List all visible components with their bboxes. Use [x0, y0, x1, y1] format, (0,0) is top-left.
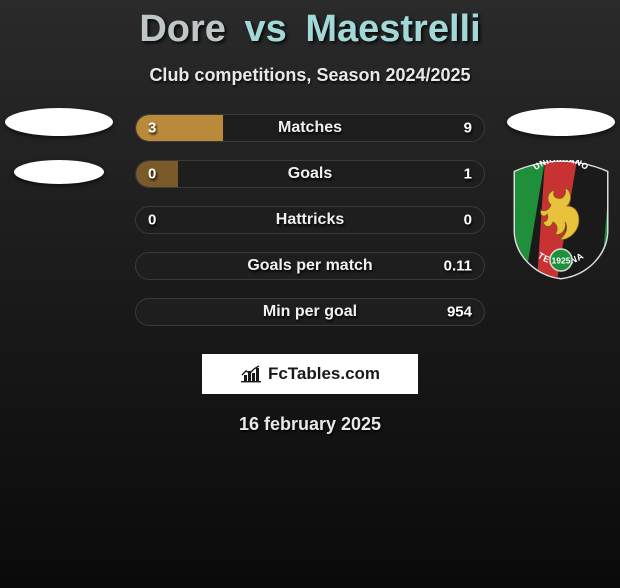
right-badges: UNICUSANO UNICUSANO TERNANA 1925 [506, 108, 616, 280]
stat-row: 0 Hattricks 0 [135, 206, 485, 234]
stat-rows: 3 Matches 9 0 Goals 1 0 Hattricks 0 Goal… [135, 114, 485, 326]
player2-name: Maestrelli [305, 8, 480, 50]
stat-label: Hattricks [276, 211, 344, 229]
date-text: 16 february 2025 [0, 414, 620, 435]
stat-right-value: 954 [447, 304, 472, 321]
stat-label: Matches [278, 119, 342, 137]
stat-left-value: 0 [148, 212, 156, 229]
stat-row: 3 Matches 9 [135, 114, 485, 142]
player1-name: Dore [139, 8, 226, 50]
vs-label: vs [244, 8, 286, 50]
stat-row: Min per goal 954 [135, 298, 485, 326]
stat-right-value: 0 [464, 212, 472, 229]
left-badges [4, 108, 114, 184]
stat-right-value: 0.11 [444, 258, 472, 275]
comparison-content: UNICUSANO UNICUSANO TERNANA 1925 3 Match… [0, 114, 620, 435]
stat-right-value: 9 [464, 120, 472, 137]
stat-label: Min per goal [263, 303, 357, 321]
right-ellipse-1 [507, 108, 615, 136]
stat-label: Goals [288, 165, 332, 183]
attribution-text: FcTables.com [268, 364, 380, 384]
stat-label: Goals per match [247, 257, 372, 275]
stat-left-value: 0 [148, 166, 156, 183]
stat-row: 0 Goals 1 [135, 160, 485, 188]
left-ellipse-2 [14, 160, 104, 184]
ternana-crest-icon: UNICUSANO UNICUSANO TERNANA 1925 [511, 160, 611, 280]
subtitle: Club competitions, Season 2024/2025 [0, 65, 620, 86]
stat-left-value: 3 [148, 120, 156, 137]
left-ellipse-1 [5, 108, 113, 136]
attribution-box: FcTables.com [202, 354, 418, 394]
page-title: Dore vs Maestrelli [0, 8, 620, 51]
stat-row: Goals per match 0.11 [135, 252, 485, 280]
bar-chart-icon [240, 365, 262, 383]
stat-fill [136, 161, 178, 187]
stat-right-value: 1 [464, 166, 472, 183]
svg-text:1925: 1925 [552, 256, 571, 266]
